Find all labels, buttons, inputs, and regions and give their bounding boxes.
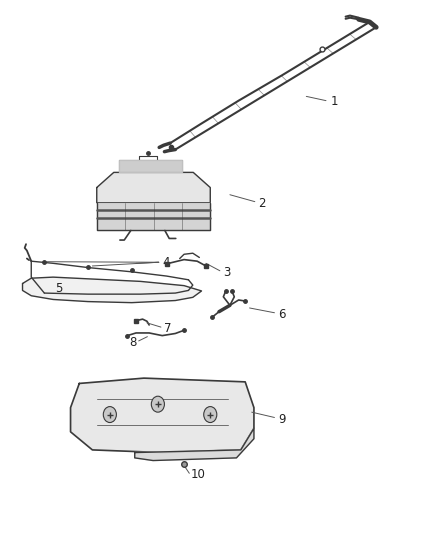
Circle shape	[103, 407, 117, 423]
Polygon shape	[97, 203, 210, 230]
Text: 10: 10	[191, 469, 205, 481]
Text: 3: 3	[223, 266, 231, 279]
Text: 6: 6	[278, 308, 286, 321]
Text: 2: 2	[258, 197, 266, 211]
Polygon shape	[135, 429, 254, 461]
Text: 9: 9	[278, 413, 286, 425]
Text: 7: 7	[164, 322, 172, 335]
Circle shape	[151, 396, 164, 412]
Text: 4: 4	[162, 256, 170, 269]
Text: 5: 5	[55, 282, 63, 295]
Text: 1: 1	[330, 95, 338, 108]
Text: 8: 8	[130, 336, 137, 349]
Circle shape	[204, 407, 217, 423]
Polygon shape	[71, 378, 254, 453]
Polygon shape	[97, 172, 210, 203]
Polygon shape	[22, 277, 201, 303]
Polygon shape	[120, 160, 182, 172]
